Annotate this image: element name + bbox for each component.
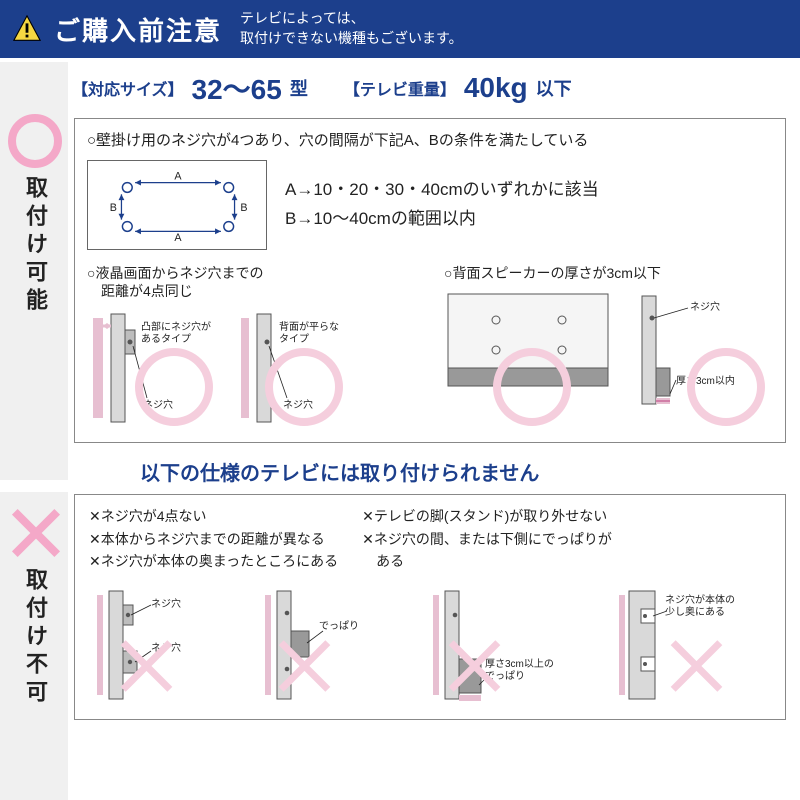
ng-x-icon [8,506,62,560]
ng-header: 以下の仕様のテレビには取り付けられません [140,457,800,486]
vesa-diagram: A A B B [87,160,267,250]
deco-x-icon [445,637,503,695]
deco-circle-icon [687,348,765,426]
svg-text:A: A [174,232,182,241]
deco-x-icon [667,637,725,695]
svg-text:ネジ穴: ネジ穴 [690,300,720,313]
side-ng: 取付け不可 [6,506,64,708]
vesa-text: A→10・20・30・40cmのいずれかに該当 B→10〜40cmの範囲以内 [285,176,599,234]
size-unit: 型 [290,75,308,101]
deco-circle-icon [265,348,343,426]
weight-value: 40kg [464,72,528,104]
side-ok: 取付け可能 [6,114,64,316]
deco-x-icon [275,637,333,695]
deco-circle-icon [493,348,571,426]
ok-box: ○壁掛け用のネジ穴が4つあり、穴の間隔が下記A、Bの条件を満たしている A A … [74,118,786,443]
specs-row: 【対応サイズ】 32〜65 型 【テレビ重量】 40kg 以下 [0,58,800,118]
size-value: 32〜65 [192,68,282,108]
deco-x-icon [117,637,175,695]
svg-text:タイプ: タイプ [279,333,309,345]
svg-text:あるタイプ: あるタイプ [141,333,191,345]
svg-text:B: B [110,202,117,214]
svg-text:ネジ穴が本体の: ネジ穴が本体の [665,593,735,606]
warning-icon [12,14,42,44]
ng-list-right: ✕テレビの脚(スタンド)が取り外せない ✕ネジ穴の間、または下側にでっぱりがある [362,505,612,572]
side-ok-text: 取付け可能 [19,176,51,316]
svg-text:A: A [174,171,182,183]
ok-col-1: ○液晶画面からネジ穴までの距離が4点同じ 凸部にネジ穴が あるタイプ ネジ穴 [87,264,416,428]
ok-circle-icon [8,114,62,168]
header-subtitle: テレビによっては、 取付けできない機種もございます。 [240,9,463,48]
header: ご購入前注意 テレビによっては、 取付けできない機種もございます。 [0,0,800,58]
svg-text:B: B [240,202,247,214]
deco-circle-icon [135,348,213,426]
header-title: ご購入前注意 [54,11,222,48]
svg-text:背面が平らな: 背面が平らな [279,320,339,333]
svg-text:凸部にネジ穴が: 凸部にネジ穴が [141,320,211,333]
svg-text:少し奥にある: 少し奥にある [665,605,725,618]
ok-line1: ○壁掛け用のネジ穴が4つあり、穴の間隔が下記A、Bの条件を満たしている [87,129,773,150]
side-ng-text: 取付け不可 [19,568,51,708]
ng-list-left: ✕ネジ穴が4点ない ✕本体からネジ穴までの距離が異なる ✕ネジ穴が本体の奥まった… [89,505,338,572]
svg-text:ネジ穴: ネジ穴 [151,597,181,610]
size-label: 【対応サイズ】 [72,76,184,100]
ng-box: ✕ネジ穴が4点ない ✕本体からネジ穴までの距離が異なる ✕ネジ穴が本体の奥まった… [74,494,786,719]
weight-label: 【テレビ重量】 [344,76,456,100]
weight-unit: 以下 [536,75,572,101]
svg-text:でっぱり: でっぱり [319,620,359,632]
